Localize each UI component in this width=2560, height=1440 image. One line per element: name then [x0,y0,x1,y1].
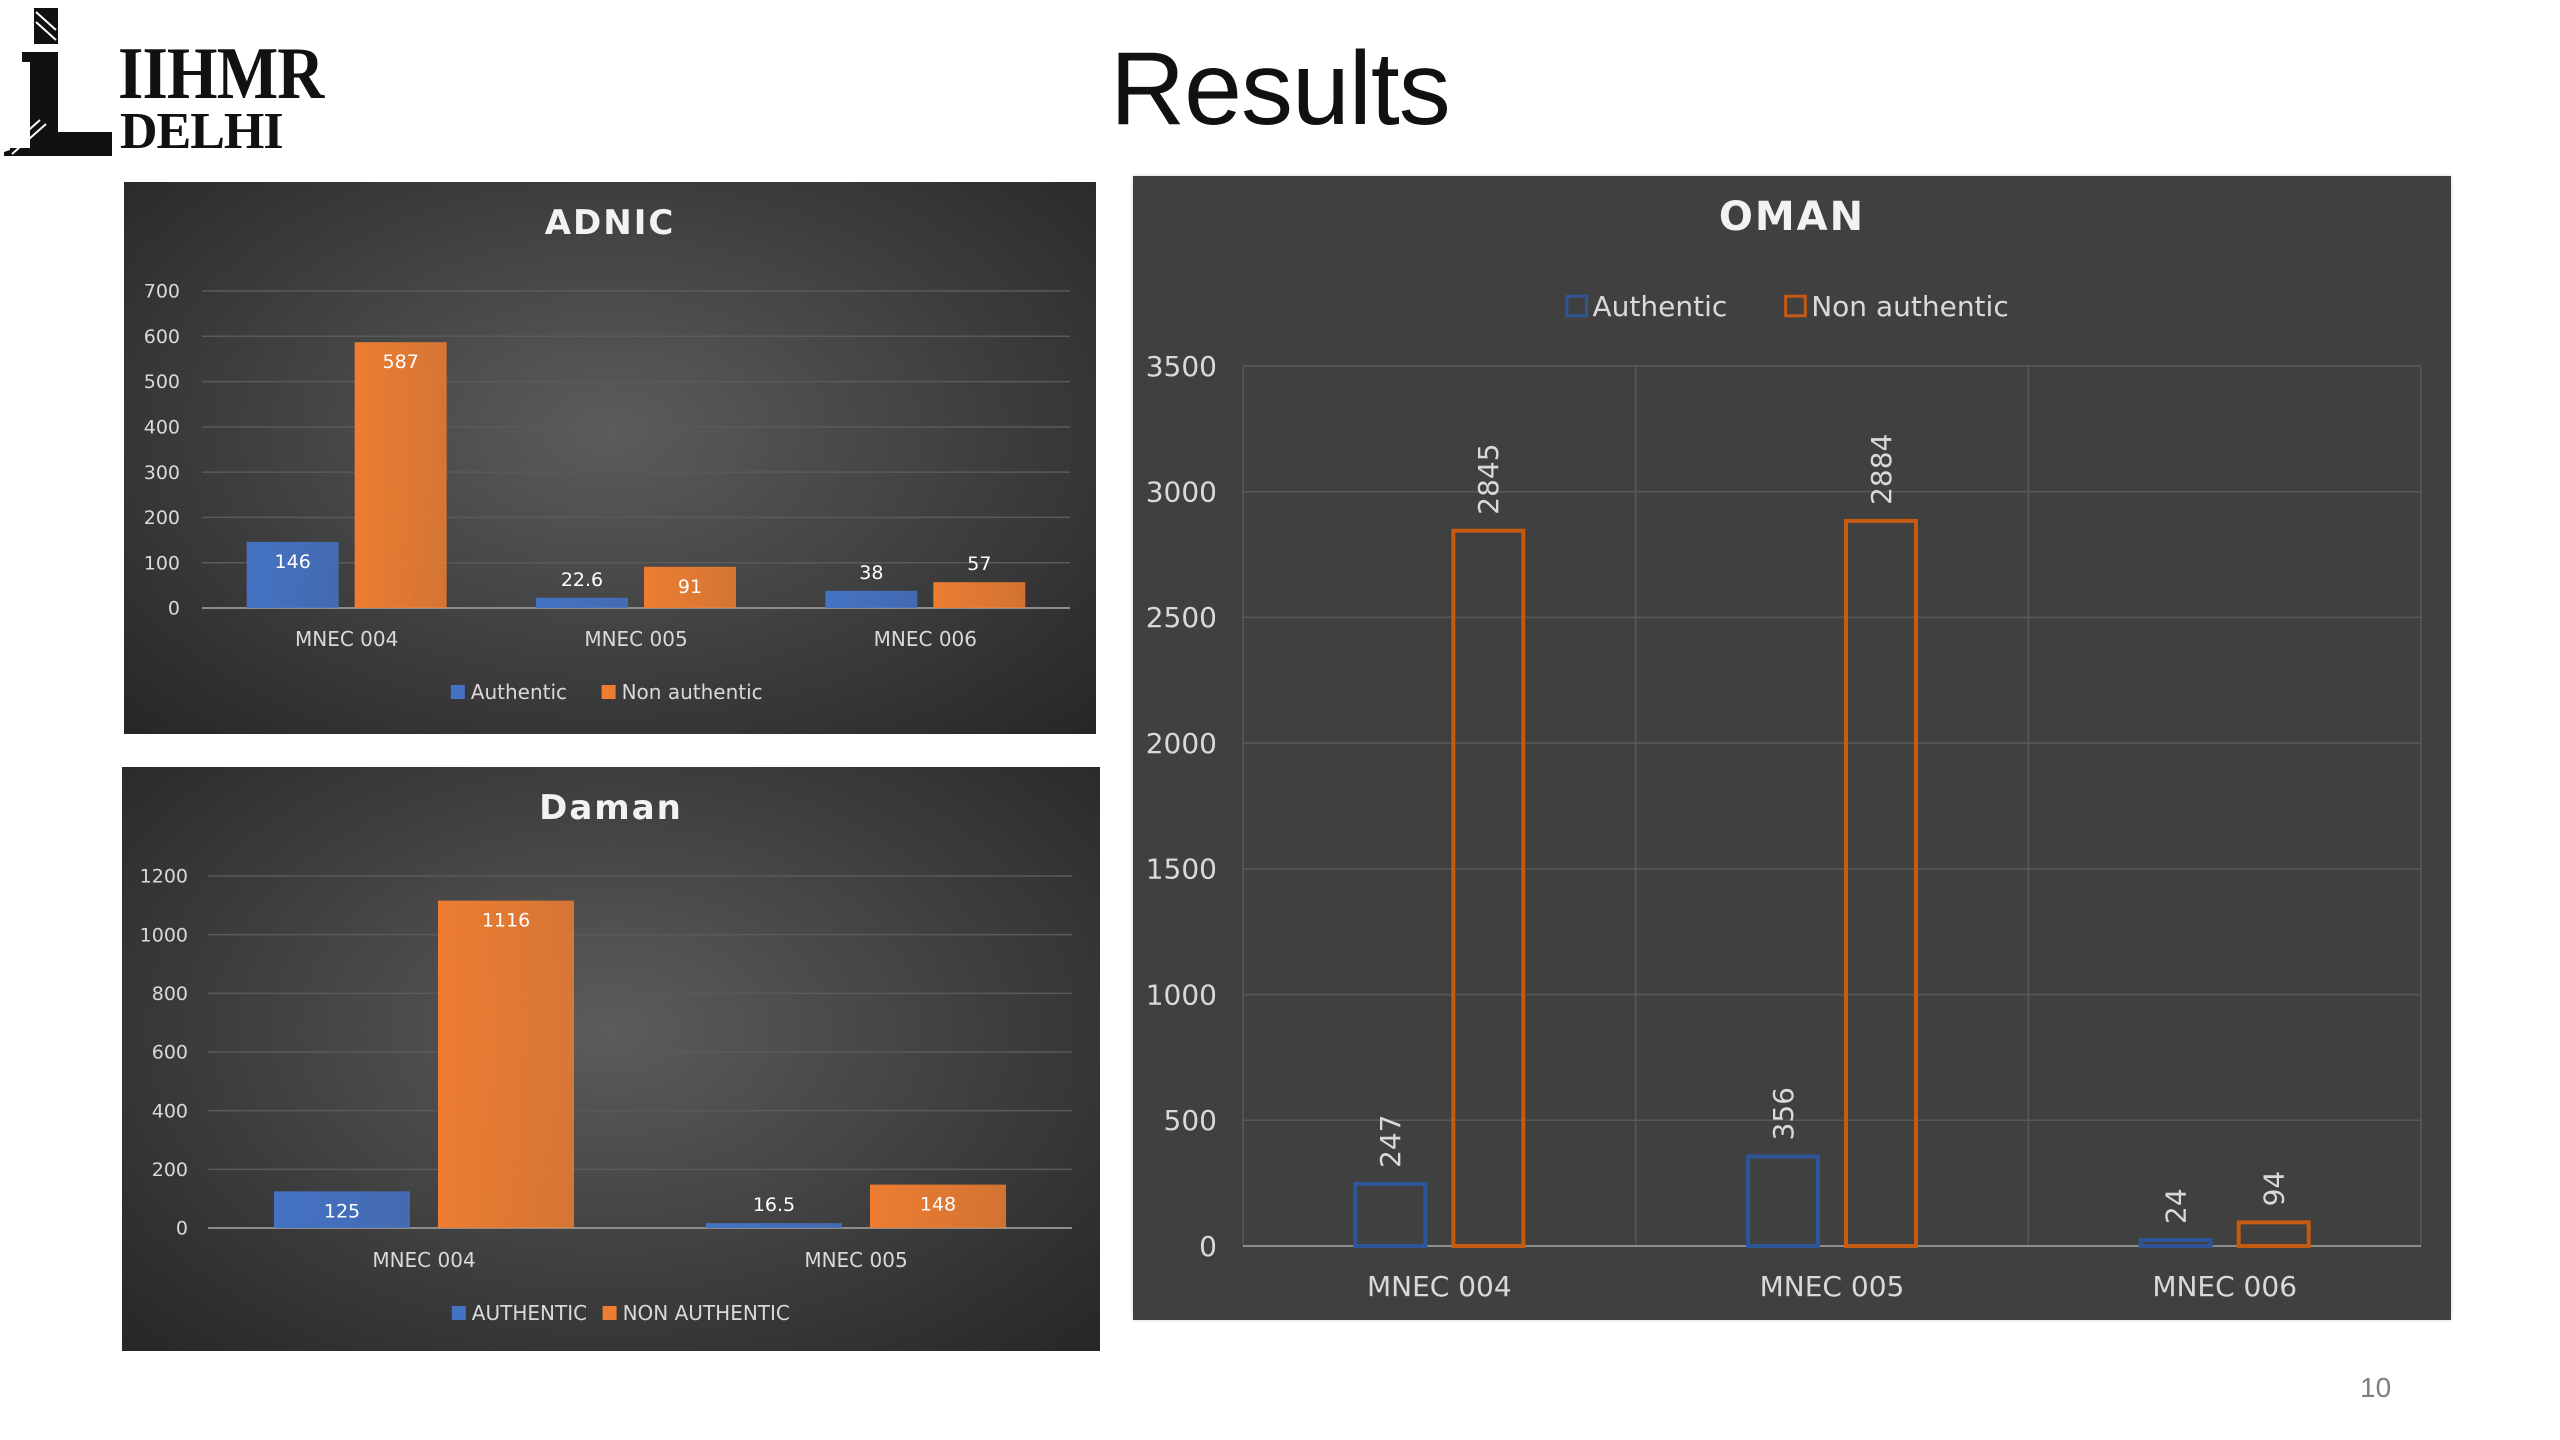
adnic-chart-title: ADNIC [545,203,676,243]
oman-legend-label-1: Non authentic [1811,290,2008,323]
slide-title: Results [1110,31,1451,147]
daman-bar-0 [274,1191,410,1228]
daman-chart-panel: Daman 0 200 400 600 800 1000 1200 MNEC 004 125 111… [122,767,1100,1351]
oman-x-category-label: MNEC 006 [2152,1270,2297,1303]
logo-delhi-text: DELHI [120,103,284,160]
adnic-legend-swatch-1 [601,685,616,699]
oman-y-tick-label: 1500 [1146,853,1217,886]
adnic-y-tick-label: 0 [168,598,180,620]
oman-x-category-label: MNEC 005 [1760,1270,1905,1303]
daman-chart-title: Daman [539,788,683,828]
adnic-legend-label-0: Authentic [471,680,567,704]
daman-x-category-label: MNEC 005 [804,1248,907,1272]
daman-y-tick-label: 1200 [140,866,188,888]
adnic-data-label: 91 [678,576,702,598]
adnic-data-label: 587 [383,351,419,373]
adnic-data-label: 57 [967,553,991,575]
daman-chart: Daman 0 200 400 600 800 1000 1200 MNEC 004 125 111… [140,788,1072,1325]
daman-legend-label-1: NON AUTHENTIC [623,1301,790,1325]
adnic-bar-1 [933,582,1026,608]
oman-bar-0 [2138,1237,2213,1248]
daman-legend-swatch-0 [451,1306,466,1320]
adnic-x-category-label: MNEC 005 [584,627,687,651]
adnic-bar-0 [825,590,918,608]
oman-bar-0 [1353,1181,1428,1249]
oman-data-label: 2845 [1472,443,1505,514]
page-number: 10 [2360,1372,2392,1403]
adnic-y-tick-label: 100 [144,552,180,574]
oman-data-label: 24 [2159,1188,2192,1224]
adnic-x-category-label: MNEC 004 [295,627,398,651]
adnic-chart-panel: ADNIC 0 100 200 300 400 500 600 700 MNEC 004 146 58… [124,182,1096,734]
daman-data-label: 148 [920,1194,956,1216]
oman-y-tick-label: 2000 [1146,727,1217,760]
daman-y-tick-label: 400 [152,1100,188,1122]
oman-chart-panel: OMAN 0 500 1000 1500 2000 2500 3000 3500 MNEC 004… [1133,176,2451,1320]
oman-data-label: 356 [1767,1087,1800,1140]
oman-data-label: 247 [1374,1114,1407,1167]
daman-data-label: 1116 [482,910,530,932]
oman-legend-swatch-0 [1565,294,1589,318]
daman-legend-swatch-1 [602,1306,617,1320]
adnic-bar-0 [246,541,339,608]
oman-data-label: 2884 [1865,434,1898,505]
oman-legend-label-0: Authentic [1593,290,1728,323]
adnic-bar-0 [536,597,628,608]
oman-y-tick-label: 3500 [1146,350,1217,383]
daman-legend-label-0: AUTHENTIC [472,1301,587,1325]
daman-bar-0 [706,1223,842,1228]
daman-y-tick-label: 200 [152,1159,188,1181]
oman-x-category-label: MNEC 004 [1367,1270,1512,1303]
oman-bar-1 [1451,528,1526,1248]
adnic-y-tick-label: 700 [144,281,180,303]
oman-chart-title: OMAN [1719,194,1865,240]
adnic-legend-label-1: Non authentic [622,680,763,704]
daman-bar-1 [870,1184,1006,1228]
logo-iihmr-text: IIHMR [118,33,324,115]
daman-data-label: 125 [324,1200,360,1222]
adnic-y-tick-label: 600 [144,326,180,348]
adnic-x-category-label: MNEC 006 [874,627,977,651]
oman-y-tick-label: 500 [1164,1104,1217,1137]
logo-emblem [4,8,112,156]
adnic-data-label: 146 [275,551,311,573]
oman-bar-1 [2236,1220,2311,1249]
daman-y-tick-label: 1000 [140,924,188,946]
adnic-bar-1 [644,566,736,608]
adnic-y-tick-label: 300 [144,462,180,484]
adnic-legend-swatch-0 [450,685,465,699]
oman-legend-swatch-1 [1784,294,1807,318]
oman-chart: OMAN 0 500 1000 1500 2000 2500 3000 3500 MNEC 004… [1146,194,2422,1303]
daman-bar-1 [438,900,574,1228]
oman-data-label: 94 [2257,1171,2290,1207]
oman-y-tick-label: 3000 [1146,476,1217,509]
oman-y-tick-label: 1000 [1146,978,1217,1011]
adnic-y-tick-label: 400 [144,417,180,439]
daman-y-tick-label: 800 [152,983,188,1005]
oman-y-tick-label: 2500 [1146,601,1217,634]
adnic-data-label: 38 [859,562,883,584]
daman-y-tick-label: 0 [176,1218,188,1240]
daman-x-category-label: MNEC 004 [372,1248,475,1272]
oman-bar-1 [1844,518,1918,1248]
adnic-y-tick-label: 500 [144,371,180,393]
iihmr-logo: IIHMR DELHI [0,0,324,160]
adnic-data-label: 22.6 [561,569,603,591]
daman-y-tick-label: 600 [152,1042,188,1064]
adnic-bar-1 [354,342,447,608]
adnic-y-tick-label: 200 [144,507,180,529]
oman-y-tick-label: 0 [1199,1230,1217,1263]
oman-bar-0 [1746,1154,1820,1249]
daman-data-label: 16.5 [753,1194,795,1216]
adnic-chart: ADNIC 0 100 200 300 400 500 600 700 MNEC 004 146 58… [144,203,1070,704]
